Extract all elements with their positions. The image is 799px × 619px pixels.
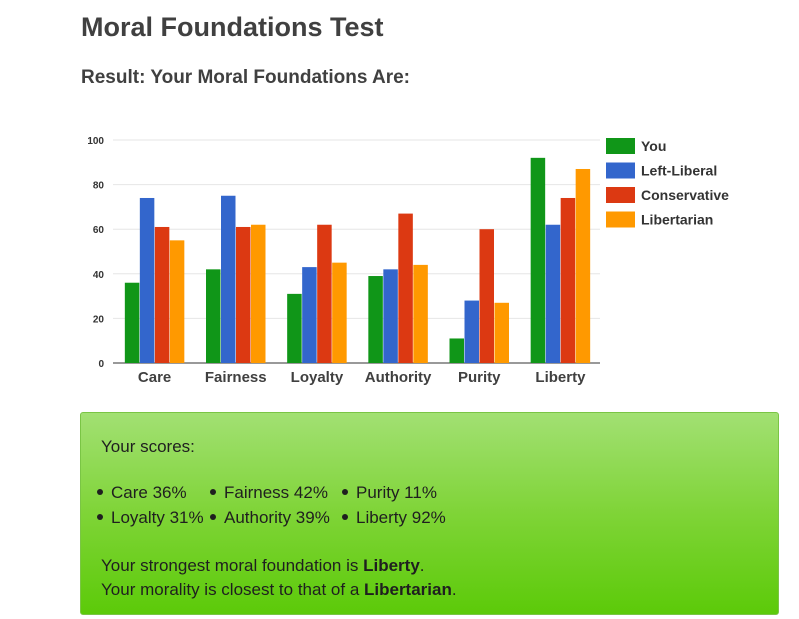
- bar: [221, 195, 236, 363]
- score-item-purity: Purity 11%: [342, 483, 437, 503]
- bar: [287, 293, 302, 363]
- bar: [332, 262, 347, 363]
- bullet-icon: [210, 488, 216, 495]
- bar: [368, 276, 383, 363]
- bar: [236, 226, 251, 363]
- closest-group-value: Libertarian: [364, 580, 452, 599]
- x-category-label: Liberty: [535, 369, 586, 386]
- bar: [398, 213, 413, 363]
- x-category-label: Fairness: [205, 369, 267, 386]
- bullet-icon: [97, 513, 103, 520]
- bullet-icon: [342, 488, 348, 495]
- y-tick-label: 100: [87, 136, 104, 147]
- score-item-care: Care 36%: [97, 483, 187, 503]
- result-heading: Result: Your Moral Foundations Are:: [81, 67, 410, 88]
- bar: [154, 226, 170, 363]
- bar: [251, 224, 266, 363]
- bar: [139, 197, 155, 363]
- x-category-label: Purity: [458, 369, 501, 386]
- strongest-foundation-value: Liberty: [363, 556, 420, 575]
- legend-swatch: [606, 187, 635, 203]
- y-tick-label: 80: [93, 181, 105, 192]
- bar: [206, 269, 221, 363]
- bullet-icon: [210, 513, 216, 520]
- score-item-loyalty: Loyalty 31%: [97, 508, 204, 528]
- bar: [383, 269, 398, 363]
- moral-foundations-chart: 0 20 40 60 80 100 Care Fairness Loyalty Authority…: [0, 120, 760, 400]
- bar: [545, 224, 561, 363]
- closest-group-line: Your morality is closest to that of a Li…: [101, 580, 457, 599]
- bullet-icon: [342, 513, 348, 520]
- bar: [464, 300, 479, 363]
- y-tick-label: 20: [93, 314, 105, 325]
- legend-label: Left-Liberal: [641, 163, 717, 179]
- strongest-foundation-line: Your strongest moral foundation is Liber…: [101, 556, 425, 575]
- scores-label: Your scores:: [101, 437, 195, 456]
- bar: [317, 224, 332, 363]
- score-list: Care 36% Fairness 42% Purity 11% Loyalty…: [81, 483, 778, 533]
- bar: [530, 157, 546, 363]
- y-tick-label: 0: [98, 359, 104, 370]
- bar: [560, 197, 576, 363]
- x-category-label: Loyalty: [291, 369, 344, 386]
- bar: [449, 338, 464, 363]
- bullet-icon: [97, 488, 103, 495]
- page-title: Moral Foundations Test: [81, 12, 384, 42]
- y-tick-label: 60: [93, 225, 105, 236]
- score-item-authority: Authority 39%: [210, 508, 330, 528]
- summary: Your strongest moral foundation is Liber…: [101, 554, 457, 602]
- score-item-fairness: Fairness 42%: [210, 483, 328, 503]
- score-item-liberty: Liberty 92%: [342, 508, 446, 528]
- bar: [413, 264, 428, 363]
- bar: [302, 267, 317, 363]
- bar: [479, 229, 494, 363]
- results-box: Your scores: Care 36% Fairness 42% Purit…: [80, 412, 779, 615]
- y-tick-label: 40: [93, 270, 105, 281]
- bar: [124, 282, 140, 363]
- legend-swatch: [606, 162, 635, 179]
- x-category-label: Authority: [365, 369, 432, 386]
- legend-label: You: [641, 138, 666, 154]
- legend-label: Libertarian: [641, 212, 713, 228]
- bar: [494, 302, 509, 363]
- x-category-label: Care: [138, 369, 171, 386]
- legend-swatch: [606, 138, 635, 154]
- bar-chart-svg: 0 20 40 60 80 100 Care Fairness Loyalty Authority…: [87, 136, 729, 386]
- bar: [575, 168, 591, 363]
- legend-swatch: [606, 211, 635, 228]
- legend-label: Conservative: [641, 187, 729, 203]
- bar: [169, 240, 185, 363]
